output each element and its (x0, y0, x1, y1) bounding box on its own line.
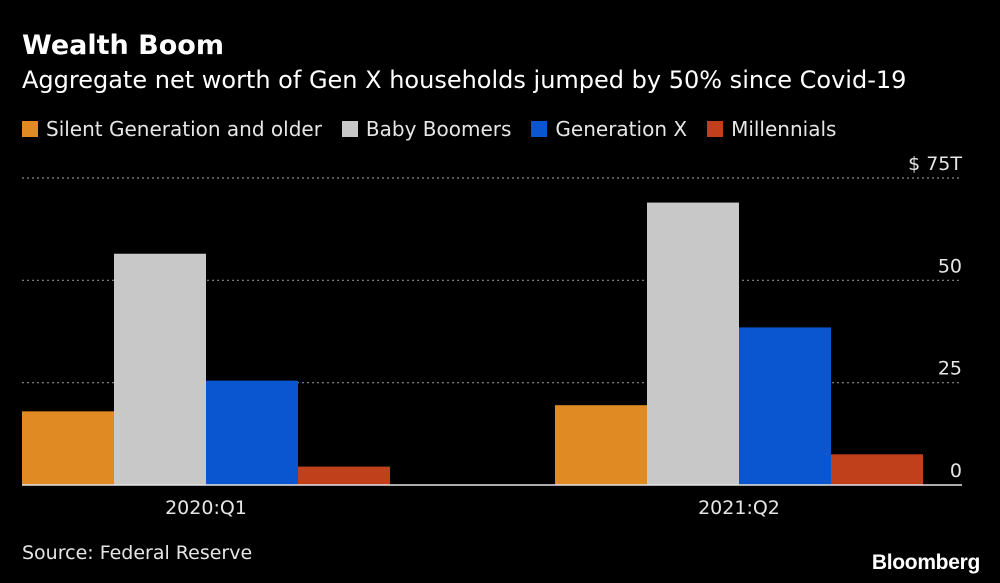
legend-swatch-millennials (707, 121, 724, 137)
x-tick-label: 2021:Q2 (698, 497, 780, 519)
bar-silent (555, 405, 647, 485)
chart-title: Wealth Boom (22, 30, 224, 61)
bar-millennials (831, 454, 923, 485)
bar-millennials (298, 466, 390, 485)
y-tick-label: 50 (938, 255, 962, 277)
legend-item-millennials: Millennials (707, 117, 836, 141)
legend-swatch-silent (22, 121, 38, 137)
legend-label-millennials: Millennials (731, 117, 837, 141)
source-note: Source: Federal Reserve (22, 542, 253, 564)
bar-boomers (114, 253, 206, 485)
x-tick-label: 2020:Q1 (165, 497, 247, 519)
legend-swatch-genx (531, 121, 548, 137)
bar-boomers (647, 202, 739, 485)
bar-genx (739, 327, 831, 485)
y-tick-label: $ 75T (908, 153, 962, 175)
legend-label-genx: Generation X (555, 117, 688, 141)
bar-silent (22, 411, 114, 485)
y-tick-label: 25 (938, 358, 962, 380)
legend-label-silent: Silent Generation and older (46, 117, 322, 141)
chart-subtitle: Aggregate net worth of Gen X households … (22, 66, 907, 94)
legend-swatch-boomers (341, 121, 358, 137)
bar-genx (206, 380, 298, 485)
legend-label-boomers: Baby Boomers (365, 117, 512, 141)
bloomberg-logo: Bloomberg (871, 551, 980, 574)
legend: Silent Generation and older Baby Boomers… (22, 117, 856, 141)
legend-item-boomers: Baby Boomers (341, 117, 512, 141)
legend-item-silent: Silent Generation and older (22, 117, 322, 141)
y-tick-label: 0 (950, 460, 962, 482)
legend-item-genx: Generation X (531, 117, 687, 141)
